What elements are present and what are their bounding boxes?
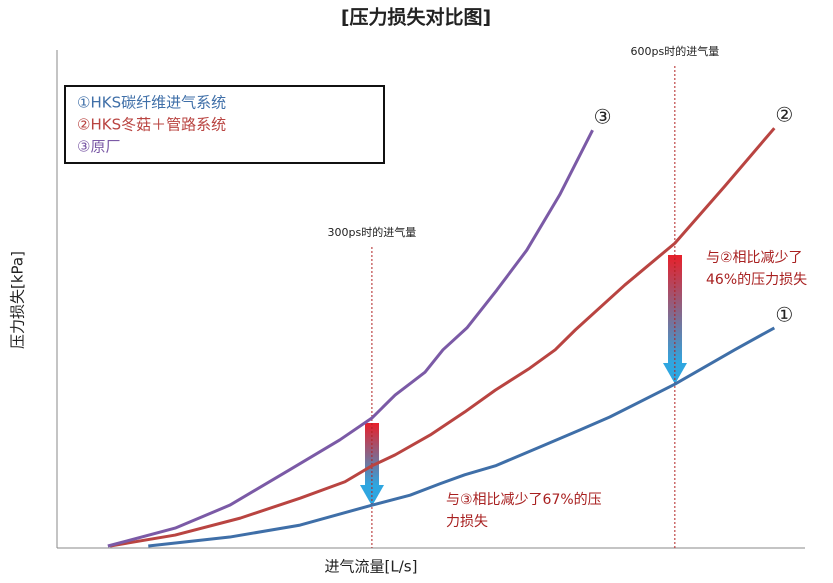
series-line <box>107 129 594 548</box>
annotation: 与③相比减少了67%的压 <box>446 492 602 508</box>
series-end-label: ② <box>775 103 793 127</box>
series-end-label: ③ <box>594 105 612 129</box>
marker-label: 300ps时的进气量 <box>328 225 417 239</box>
arrow <box>668 255 682 363</box>
x-axis-label: 进气流量[L/s] <box>325 558 418 576</box>
legend-entry: ②HKS冬菇＋管路系统 <box>77 116 226 134</box>
marker-label: 600ps时的进气量 <box>630 44 719 58</box>
series-line <box>109 127 776 548</box>
legend-box <box>64 85 385 164</box>
series-end-label: ① <box>775 302 793 326</box>
series-line <box>148 326 776 548</box>
arrow-head <box>663 363 687 384</box>
legend-entry: ③原厂 <box>77 138 120 156</box>
annotation: 46%的压力损失 <box>706 272 807 288</box>
annotation: 与②相比减少了 <box>706 250 803 266</box>
legend-entry: ①HKS碳纤维进气系统 <box>77 94 226 112</box>
chart-title: [压力损失对比图] <box>341 6 491 29</box>
y-axis-label: 压力损失[kPa] <box>9 251 27 349</box>
annotation: 力损失 <box>446 514 488 530</box>
